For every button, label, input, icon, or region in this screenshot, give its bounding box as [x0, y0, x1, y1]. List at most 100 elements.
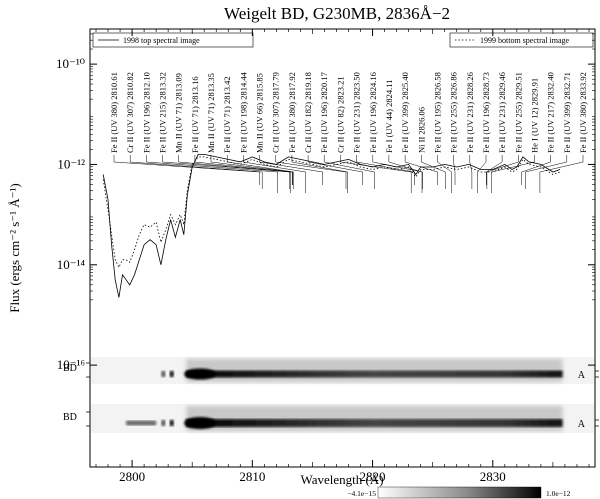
x-tick-label: 2810	[239, 469, 265, 484]
line-id-leader	[491, 155, 535, 193]
colorbar: −4.1e−15 1.0e−12	[347, 486, 571, 499]
spectral-image-left-bracket	[86, 411, 91, 427]
y-tick-label: 10⁻¹⁶	[57, 357, 85, 372]
line-id-leader	[477, 155, 487, 193]
line-id-leader	[525, 155, 568, 189]
line-id-leader	[275, 155, 347, 189]
line-id-leader	[521, 155, 551, 185]
line-id-label: Cr II (UV 182) 2819.18	[303, 72, 313, 153]
line-id-leader	[146, 155, 278, 193]
y-axis-label: Flux (ergs cm⁻² s⁻¹ Å⁻¹)	[7, 183, 22, 313]
spectral-image-right-bracket	[594, 370, 599, 378]
line-id-label: Fe II (UV 196) 2828.73	[481, 72, 491, 153]
spectral-image-trace	[186, 419, 563, 427]
line-id-leader	[194, 155, 291, 193]
spectral-image-right-bracket	[594, 419, 599, 427]
spectral-image-knot	[161, 420, 166, 426]
line-id-leader	[453, 155, 456, 185]
spectral-image-left-bracket	[86, 362, 91, 378]
spectral-image-left-label: BD	[63, 363, 77, 374]
line-id-leader	[291, 155, 348, 193]
line-id-label: Mn II (UV 71) 2813.09	[174, 73, 184, 153]
x-tick-label: 2800	[119, 469, 145, 484]
line-id-label: Ni II 2826.06	[416, 107, 426, 153]
x-tick-label: 2830	[480, 469, 506, 484]
line-id-label: Cr II (UV 307) 2810.82	[125, 72, 135, 153]
axes: 2800 2810 2820 2830 10⁻¹⁰ 10⁻¹² 10⁻¹⁴ 10⁻¹⁶	[56, 28, 595, 484]
spectral-image-right-label: A	[578, 419, 586, 430]
line-id-leader	[226, 155, 294, 189]
line-id-label: Fe II (UV 380) 2817.92	[287, 72, 297, 153]
line-id-label: Fe II (UV 231) 2829.46	[497, 72, 507, 153]
spectral-image-trace	[186, 370, 563, 378]
line-id-label: Cr II (UV 307) 2817.79	[271, 72, 281, 153]
line-id-label: Mn II (UV 66) 2815.85	[255, 73, 265, 153]
line-id-label: Fe II (UV 399) 2832.71	[562, 72, 572, 153]
spectral-image-bright-edge	[184, 417, 217, 429]
line-id-label: Fe II (UV 215) 2813.32	[158, 72, 168, 153]
line-id-label: He I (UV 12) 2829.91	[530, 78, 540, 153]
line-id-label: Fe II (UV 195) 2826.58	[432, 72, 442, 153]
line-id-leader	[469, 155, 473, 189]
line-id-leader	[178, 155, 290, 189]
line-id-label: Fe II (UV 196) 2824.16	[368, 72, 378, 153]
y-tick-label: 10⁻¹⁰	[56, 56, 85, 71]
line-id-label: Fe II (UV 380) 2810.61	[109, 72, 119, 153]
colorbar-max-label: 1.0e−12	[546, 489, 571, 498]
line-id-leader	[539, 155, 584, 193]
line-id-label: Fe II (UV 255) 2829.51	[513, 72, 523, 153]
y-tick-label: 10⁻¹²	[57, 156, 85, 171]
line-id-label: Fe I (UV 44) 2824.11	[384, 80, 394, 153]
line-id-label: Cr II (UV 82) 2823.21	[335, 76, 345, 153]
line-id-leader	[307, 155, 363, 185]
plot-frame	[89, 28, 596, 468]
series-line-1	[102, 153, 561, 298]
x-axis-label: Wavelength (Å)	[300, 472, 383, 487]
line-id-label: Fe II (UV 196) 2812.10	[141, 72, 151, 153]
spectral-image-knot	[169, 371, 174, 377]
spectral-image-right-label: A	[578, 370, 586, 381]
spectral-image-faint-trace	[126, 420, 157, 426]
line-id-label: Mn II (UV 71) 2813.35	[206, 73, 216, 153]
colorbar-ramp	[377, 486, 542, 499]
spectral-image-bright-edge	[184, 368, 217, 380]
line-id-leader	[486, 155, 519, 189]
line-id-label: Fe II (UV 380) 2833.92	[578, 72, 588, 153]
line-id-label: Fe II (UV 71) 2813.42	[222, 76, 232, 153]
legend-label: 1998 top spectral image	[123, 36, 200, 45]
line-id-leader	[340, 155, 412, 193]
line-id-label: Fe II (UV 399) 2825.40	[400, 72, 410, 153]
spectral-image-halo	[186, 406, 563, 431]
series-line-2	[102, 156, 561, 269]
line-id-leader	[323, 155, 375, 189]
line-id-labels: Fe II (UV 380) 2810.61 Cr II (UV 307) 281…	[109, 71, 588, 193]
line-id-label: Fe II (UV 231) 2828.26	[465, 72, 475, 153]
line-id-label: Fe II (UV 196) 2820.17	[319, 72, 329, 153]
chart-title: Weigelt BD, G230MB, 2836Å−2	[224, 4, 450, 23]
colorbar-min-label: −4.1e−15	[347, 489, 376, 498]
line-id-label: Fe II (UV 231) 2823.50	[352, 72, 362, 153]
line-id-label: Fe II (UV 198) 2814.44	[238, 71, 248, 153]
x-tick-label: 2820	[360, 469, 386, 484]
spectra-lines	[102, 153, 561, 298]
y-tick-label: 10⁻¹⁴	[57, 257, 86, 272]
line-id-label: Fe II (UV 71) 2813.16	[190, 76, 200, 153]
line-id-label: Fe II (UV 217) 2832.40	[546, 72, 556, 153]
spectral-image-knot	[169, 420, 174, 426]
line-id-leader	[162, 155, 293, 185]
line-id-label: Fe II (UV 255) 2826.86	[449, 72, 459, 153]
spectral-image-knot	[161, 371, 166, 377]
legend-label: 1999 bottom spectral image	[480, 36, 570, 45]
line-id-leader	[372, 155, 423, 189]
spectral-images: BD A BD A	[63, 357, 599, 433]
line-id-leader	[259, 155, 323, 185]
spectral-image-left-label: BD	[63, 412, 77, 423]
line-id-leader	[113, 155, 260, 185]
line-id-leader	[486, 155, 503, 185]
line-id-leader	[388, 155, 423, 193]
line-id-leader	[129, 155, 263, 189]
line-id-leader	[356, 155, 415, 185]
line-id-leader	[421, 155, 446, 189]
line-id-leader	[437, 155, 452, 193]
